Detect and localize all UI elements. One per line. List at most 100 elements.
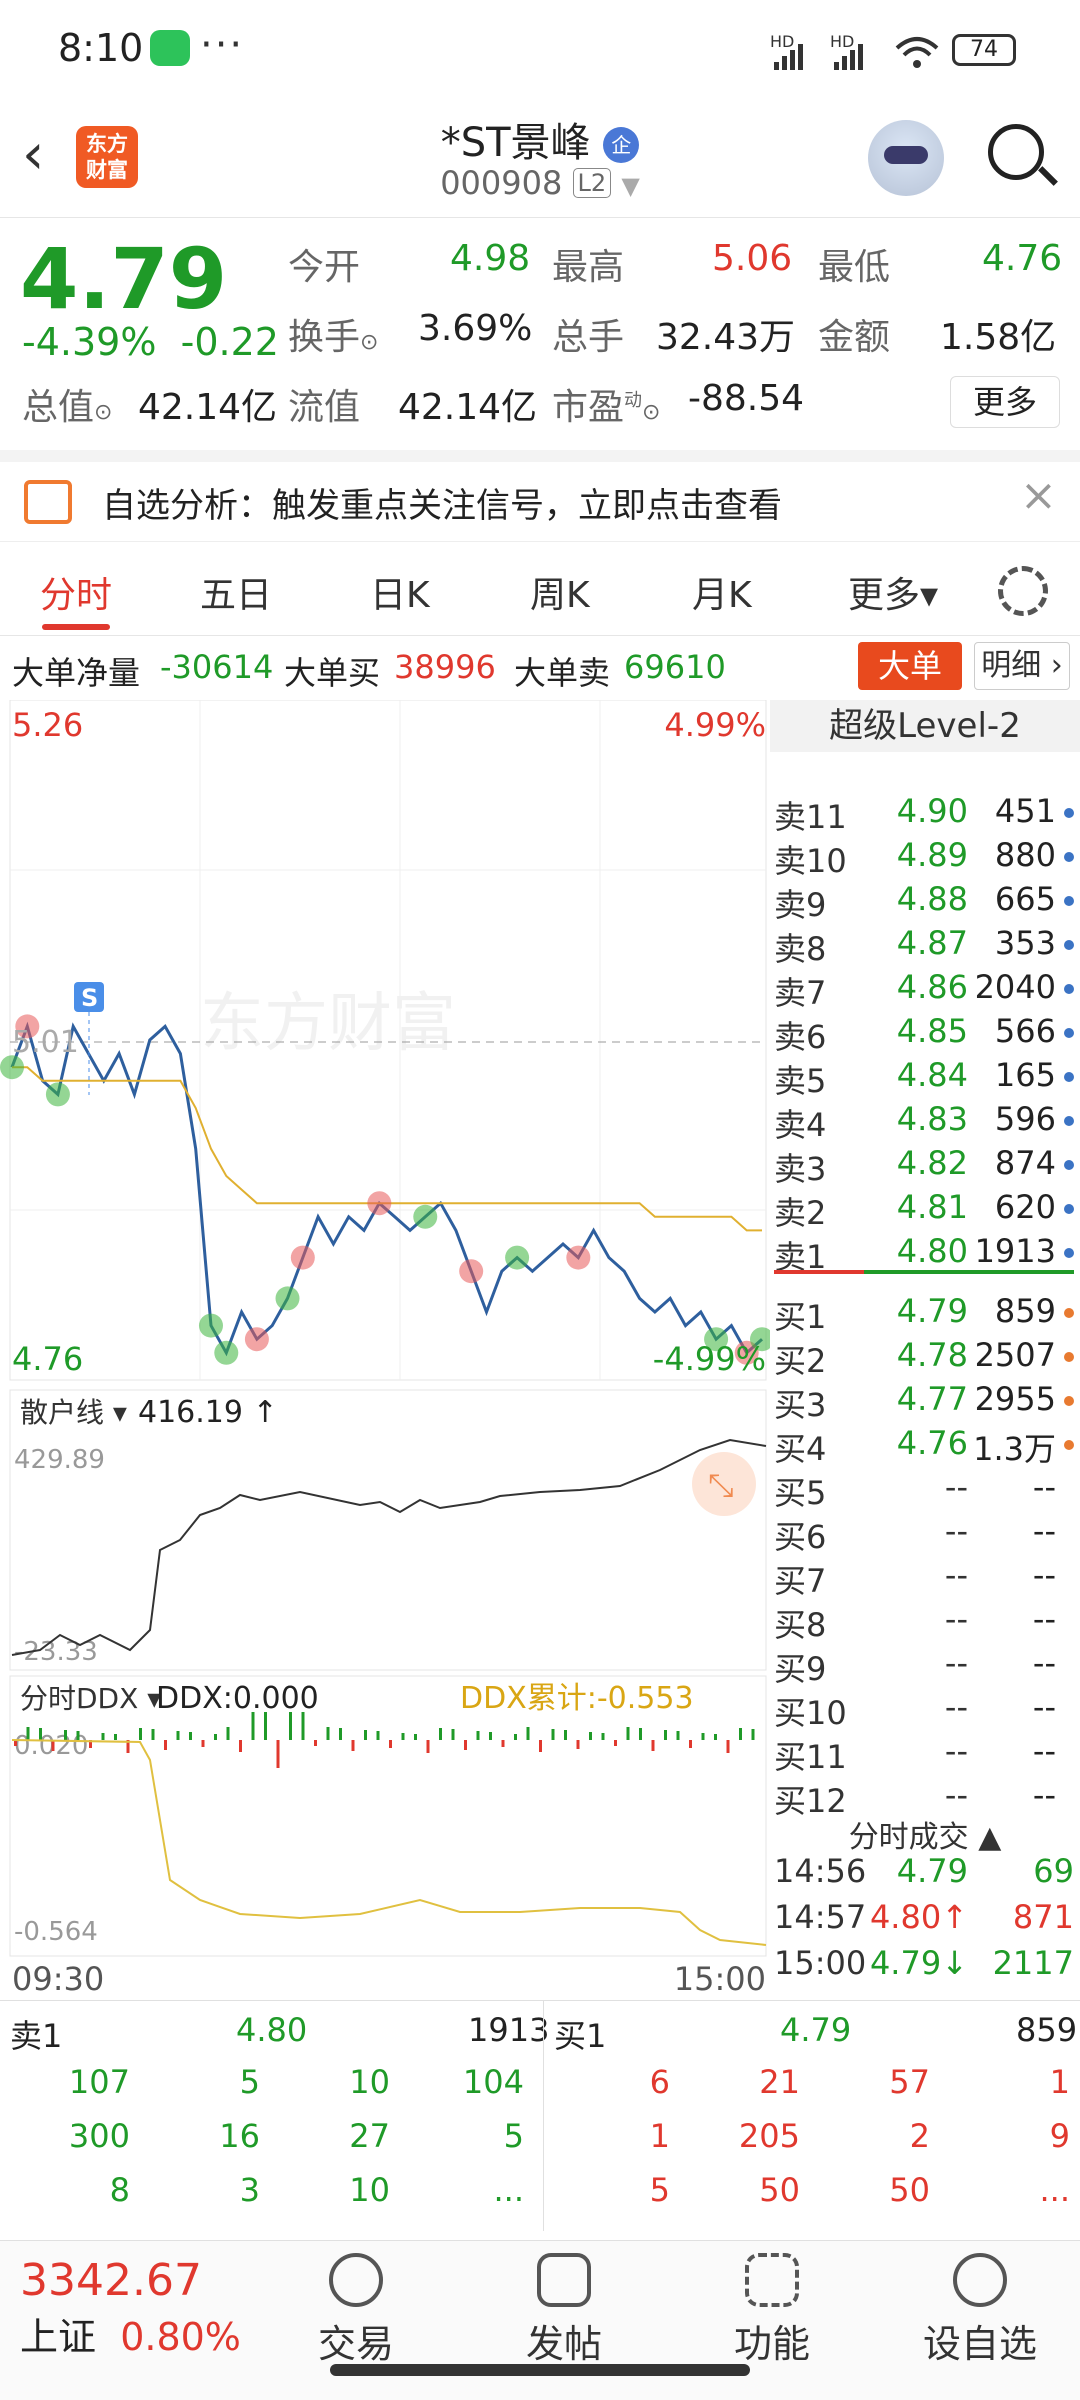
buy-level-row[interactable]: 买8 -- -- <box>774 1600 1074 1644</box>
trade-marker-4 <box>214 1340 239 1365</box>
open-value: 4.98 <box>450 238 531 279</box>
sell-level-row[interactable]: 卖2 4.81 620 <box>774 1188 1074 1232</box>
market-cap-label[interactable]: 总值⊙ <box>22 387 113 428</box>
buy-level-row[interactable]: 买1 4.79 859 <box>774 1292 1074 1336</box>
sell-level-row[interactable]: 卖1 4.80 1913 <box>774 1232 1074 1276</box>
wechat-icon <box>150 30 190 66</box>
level-dot <box>1064 1396 1074 1406</box>
trade-row: 14:56 4.79 69 <box>774 1852 1074 1896</box>
level-label: 买5 <box>774 1474 827 1512</box>
intraday-chart-area[interactable]: 东方财富 S 5.26 4.99% 5.01 4.76 -4.99% 散户线 ▾… <box>0 699 774 2000</box>
notice-text[interactable]: 自选分析：触发重点关注信号，立即点击查看 <box>102 486 782 526</box>
ddx-bar-18 <box>239 1740 242 1752</box>
nav-watchlist[interactable]: 设自选 <box>900 2253 1060 2368</box>
queue-buy-cell: 2 <box>909 2117 930 2155</box>
queue-buy-cell: 1 <box>1049 2063 1070 2101</box>
buy-level-row[interactable]: 买6 -- -- <box>774 1512 1074 1556</box>
app-logo[interactable]: 东方 财富 <box>76 126 138 188</box>
pe-label[interactable]: 市盈动⊙ <box>552 387 661 428</box>
tab-weekly-k[interactable]: 周K <box>530 575 590 616</box>
sell-level-row[interactable]: 卖5 4.84 165 <box>774 1056 1074 1100</box>
price-change: -4.39% -0.22 <box>22 320 279 364</box>
stock-title[interactable]: *ST景峰 企 <box>0 110 1080 168</box>
level-price: 4.82 <box>896 1144 968 1182</box>
sell-level-row[interactable]: 卖4 4.83 596 <box>774 1100 1074 1144</box>
level-volume: 880 <box>994 836 1056 874</box>
level-label: 买11 <box>774 1738 847 1776</box>
stock-code-row[interactable]: 000908 L2 ▼ <box>0 164 1080 202</box>
close-icon[interactable]: × <box>1020 470 1057 521</box>
tab-five-day[interactable]: 五日 <box>200 575 273 616</box>
buy-level-row[interactable]: 买11 -- -- <box>774 1732 1074 1776</box>
more-button[interactable]: 更多 <box>950 376 1060 428</box>
ddx-bar-50 <box>639 1728 642 1740</box>
signal-bars-icon <box>774 44 863 70</box>
nav-post[interactable]: 发帖 <box>484 2253 644 2368</box>
level-volume: 596 <box>994 1100 1056 1138</box>
trade-marker-14 <box>734 1340 759 1365</box>
turnover-label[interactable]: 换手⊙ <box>288 317 379 358</box>
ddx-bar-35 <box>451 1729 455 1740</box>
level-price: -- <box>944 1600 968 1638</box>
ddx-bar-30 <box>389 1740 392 1748</box>
sell-level-row[interactable]: 卖3 4.82 874 <box>774 1144 1074 1188</box>
buy-level-row[interactable]: 买10 -- -- <box>774 1688 1074 1732</box>
chart-svg[interactable]: 东方财富 S 5.26 4.99% 5.01 4.76 -4.99% 散户线 ▾… <box>0 699 774 2000</box>
buy-level-row[interactable]: 买2 4.78 2507 <box>774 1336 1074 1380</box>
level-price: -- <box>944 1468 968 1506</box>
level-dot <box>1064 1248 1074 1258</box>
ddx-bar-21 <box>276 1740 280 1768</box>
tab-more[interactable]: 更多▾ <box>848 575 939 616</box>
tab-monthly-k[interactable]: 月K <box>692 575 752 616</box>
level-label: 买9 <box>774 1650 827 1688</box>
level-dot <box>1064 896 1074 906</box>
buy-level-row[interactable]: 买9 -- -- <box>774 1644 1074 1688</box>
trades-title[interactable]: 分时成交 ▲ <box>848 1820 1002 1855</box>
back-icon[interactable]: ‹ <box>22 122 45 187</box>
ddx-panel-frame <box>9 1675 767 1957</box>
bottom-nav: 3342.67 上证 0.80% 交易 发帖 功能 设自选 <box>0 2240 1080 2400</box>
home-indicator[interactable] <box>330 2364 750 2376</box>
robot-avatar[interactable] <box>868 120 944 196</box>
tab-intraday[interactable]: 分时 <box>40 566 112 630</box>
low-value: 4.76 <box>982 238 1063 279</box>
queue-buy-cell: 9 <box>1049 2117 1070 2155</box>
order-book[interactable]: 超级Level-2 卖11 4.90 451 卖10 4.89 880 卖9 4.88 665 卖… <box>770 700 1080 2000</box>
sell-level-row[interactable]: 卖7 4.86 2040 <box>774 968 1074 1012</box>
tab-daily-k[interactable]: 日K <box>370 575 430 616</box>
big-order-button[interactable]: 大单 <box>858 642 962 690</box>
sell-level-row[interactable]: 卖11 4.90 451 <box>774 792 1074 836</box>
queue-buy-cell: 50 <box>889 2171 930 2209</box>
nav-functions[interactable]: 功能 <box>692 2253 852 2368</box>
level-price: -- <box>944 1732 968 1770</box>
queue-sell-price: 4.80 <box>236 2011 308 2049</box>
sell-level-row[interactable]: 卖9 4.88 665 <box>774 880 1074 924</box>
big-order-bar: 大单净量 -30614 大单买 38996 大单卖 69610 大单 明细 › <box>0 640 1080 698</box>
more-icon <box>953 2253 1007 2307</box>
buy-level-row[interactable]: 买3 4.77 2955 <box>774 1380 1074 1424</box>
ddx-bar-42 <box>539 1740 542 1752</box>
buy-level-row[interactable]: 买4 4.76 1.3万 <box>774 1424 1074 1468</box>
ddx-bar-15 <box>201 1740 205 1747</box>
gear-icon[interactable] <box>998 566 1048 616</box>
nav-trade[interactable]: 交易 <box>276 2253 436 2368</box>
level-dot <box>1064 1440 1074 1450</box>
ddx-bar-6 <box>89 1740 92 1748</box>
trade-marker-12 <box>566 1245 591 1270</box>
logo-line1: 东方 <box>86 132 128 156</box>
level-volume: 1913 <box>974 1232 1056 1270</box>
index-widget[interactable]: 3342.67 上证 0.80% <box>20 2255 241 2361</box>
level2-title[interactable]: 超级Level-2 <box>770 700 1080 752</box>
analysis-notice[interactable]: 自选分析：触发重点关注信号，立即点击查看 × <box>0 450 1080 542</box>
detail-button[interactable]: 明细 › <box>974 642 1070 690</box>
sell-level-row[interactable]: 卖8 4.87 353 <box>774 924 1074 968</box>
battery-icon: 74 <box>952 34 1016 66</box>
trade-marker-0 <box>15 1014 40 1039</box>
sell-level-row[interactable]: 卖6 4.85 566 <box>774 1012 1074 1056</box>
search-icon[interactable] <box>988 124 1044 180</box>
buy-level-row[interactable]: 买5 -- -- <box>774 1468 1074 1512</box>
buy-level-row[interactable]: 买12 -- -- <box>774 1776 1074 1820</box>
queue-buy-cell: 50 <box>759 2171 800 2209</box>
buy-level-row[interactable]: 买7 -- -- <box>774 1556 1074 1600</box>
sell-level-row[interactable]: 卖10 4.89 880 <box>774 836 1074 880</box>
